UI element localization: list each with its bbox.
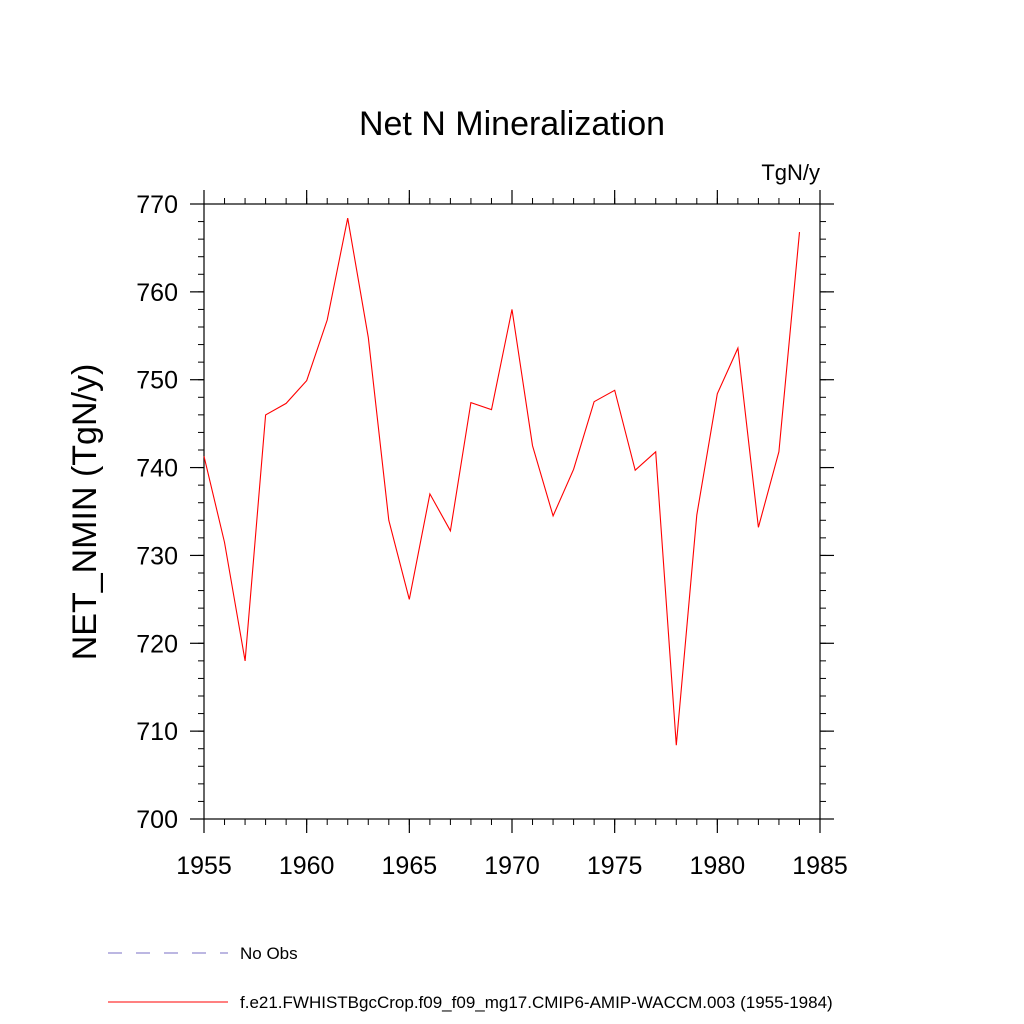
units-label: TgN/y xyxy=(761,160,820,185)
y-tick-label: 700 xyxy=(136,806,178,834)
y-tick-label: 760 xyxy=(136,279,178,307)
y-tick-label: 710 xyxy=(136,718,178,746)
x-tick-label: 1985 xyxy=(792,852,848,880)
y-tick-label: 770 xyxy=(136,191,178,219)
series-line xyxy=(203,217,801,746)
y-tick-label: 750 xyxy=(136,367,178,395)
y-tick-labels: 700 710 720 730 740 750 760 770 xyxy=(136,191,178,834)
x-tick-label: 1965 xyxy=(382,852,438,880)
y-tick-label: 740 xyxy=(136,455,178,483)
legend-label-no-obs: No Obs xyxy=(240,944,298,963)
legend: No Obs f.e21.FWHISTBgcCrop.f09_f09_mg17.… xyxy=(108,944,833,1012)
x-tick-label: 1975 xyxy=(587,852,643,880)
series-layer xyxy=(203,217,801,746)
x-tick-label: 1955 xyxy=(176,852,232,880)
legend-label-model: f.e21.FWHISTBgcCrop.f09_f09_mg17.CMIP6-A… xyxy=(240,993,833,1012)
x-tick-label: 1970 xyxy=(484,852,540,880)
y-axis-label: NET_NMIN (TgN/y) xyxy=(66,364,104,661)
chart-title: Net N Mineralization xyxy=(359,105,665,143)
y-tick-label: 730 xyxy=(136,542,178,570)
x-tick-label: 1980 xyxy=(690,852,746,880)
axis-ticks xyxy=(190,190,834,833)
x-tick-labels: 1955 1960 1965 1970 1975 1980 1985 xyxy=(176,852,848,880)
plot-frame xyxy=(203,203,821,820)
x-tick-label: 1960 xyxy=(279,852,335,880)
y-tick-label: 720 xyxy=(136,630,178,658)
